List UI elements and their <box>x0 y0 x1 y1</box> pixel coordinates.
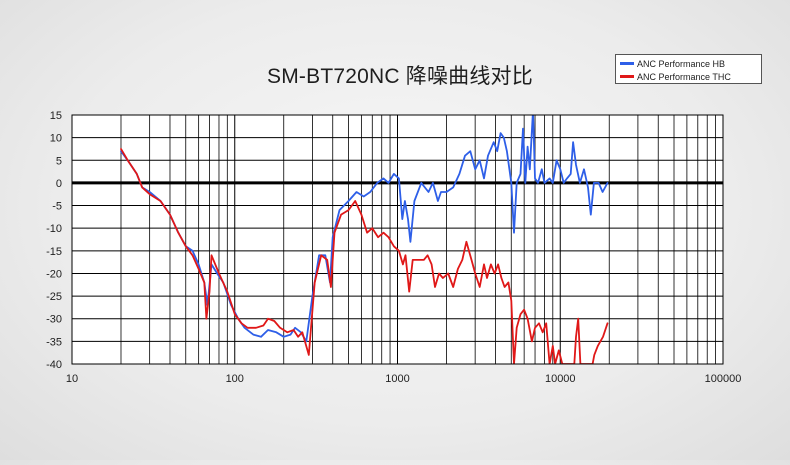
y-tick-label: -20 <box>46 268 62 280</box>
y-tick-label: -25 <box>46 291 62 303</box>
legend-label-thc: ANC Performance THC <box>637 71 731 82</box>
x-tick-label: 1000 <box>385 373 409 385</box>
x-tick-label: 10000 <box>545 373 576 385</box>
plot-frame <box>71 114 724 365</box>
y-tick-label: -30 <box>46 314 62 326</box>
chart-title: SM-BT720NC 降噪曲线对比 <box>267 65 533 88</box>
legend-swatch-hb <box>620 62 634 65</box>
y-tick-label: 0 <box>56 178 62 190</box>
legend-label-hb: ANC Performance HB <box>637 58 726 69</box>
chart-legend: ANC Performance HB ANC Performance THC <box>615 54 762 84</box>
x-tick-label: 10 <box>66 373 78 385</box>
y-tick-label: -40 <box>46 359 62 371</box>
legend-swatch-thc <box>620 75 634 78</box>
y-tick-label: 15 <box>50 110 62 122</box>
legend-item-hb: ANC Performance HB <box>620 57 757 70</box>
y-tick-label: 5 <box>56 155 62 167</box>
series-layer <box>120 115 609 364</box>
tick-labels: 10 100 1000 10000 100000 15 10 5 0 -5 -10 -15 -20 -25… <box>46 110 741 385</box>
y-tick-label: -10 <box>46 223 62 235</box>
y-tick-label: -35 <box>46 336 62 348</box>
legend-item-thc: ANC Performance THC <box>620 70 757 83</box>
y-tick-label: 10 <box>50 133 62 145</box>
x-tick-label: 100000 <box>705 373 742 385</box>
x-tick-label: 100 <box>226 373 244 385</box>
y-tick-label: -15 <box>46 246 62 258</box>
series-line-thc <box>120 148 609 364</box>
y-tick-label: -5 <box>52 201 62 213</box>
